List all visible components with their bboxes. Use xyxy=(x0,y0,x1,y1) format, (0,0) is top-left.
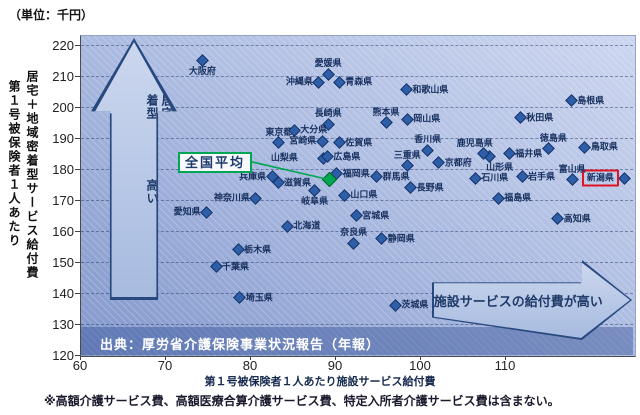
point-label-香川県: 香川県 xyxy=(414,134,442,145)
x-axis-title: 第１号被保険者１人あたり施設サービス給付費 xyxy=(204,376,436,388)
x-tick-label: 70 xyxy=(157,358,173,373)
right-arrow-caption: 施設サービスの給付費が高い xyxy=(433,293,603,309)
y-tick-mark xyxy=(75,137,80,139)
gridline-y-170 xyxy=(81,200,633,201)
x-tick-mark xyxy=(164,356,166,360)
y-tick-mark xyxy=(75,323,80,325)
y-tick-label: 140 xyxy=(52,286,74,301)
point-label-福井県: 福井県 xyxy=(515,148,543,158)
point-label-東京都: 東京都 xyxy=(265,126,293,137)
point-label-長野県: 長野県 xyxy=(416,182,444,193)
point-label-静岡県: 静岡県 xyxy=(387,233,415,244)
y-tick-label: 210 xyxy=(52,69,74,84)
point-label-熊本県: 熊本県 xyxy=(372,106,400,117)
point-label-茨城県: 茨城県 xyxy=(401,299,429,310)
gridline-y-200 xyxy=(81,107,633,108)
x-tick-mark xyxy=(79,356,81,360)
y-tick-mark xyxy=(75,230,80,232)
point-label-愛媛県: 愛媛県 xyxy=(314,58,342,69)
y-tick-mark xyxy=(75,75,80,77)
y-tick-mark xyxy=(75,354,80,356)
y-axis-title-line1: 居宅＋地域密着型サービス給付費 xyxy=(25,70,39,280)
x-tick-mark xyxy=(249,356,251,360)
point-label-北海道: 北海道 xyxy=(293,220,321,231)
point-label-大阪府: 大阪府 xyxy=(188,65,216,76)
point-label-奈良県: 奈良県 xyxy=(340,227,368,238)
point-label-高知県: 高知県 xyxy=(563,213,591,224)
point-label-千葉県: 千葉県 xyxy=(222,261,250,272)
point-label-神奈川県: 神奈川県 xyxy=(213,192,250,203)
y-tick-label: 190 xyxy=(52,131,74,146)
y-tick-label: 130 xyxy=(52,317,74,332)
gridline-y-210 xyxy=(81,76,633,77)
point-label-岡山県: 岡山県 xyxy=(413,113,441,124)
point-label-鹿児島県: 鹿児島県 xyxy=(456,137,493,148)
point-label-徳島県: 徳島県 xyxy=(539,132,567,143)
point-label-岩手県: 岩手県 xyxy=(528,171,556,182)
point-label-大分県: 大分県 xyxy=(300,124,328,135)
y-tick-mark xyxy=(75,292,80,294)
point-label-秋田県: 秋田県 xyxy=(526,112,554,123)
y-tick-label: 200 xyxy=(52,100,74,115)
gridline-y-190 xyxy=(81,138,633,139)
point-label-群馬県: 群馬県 xyxy=(382,171,410,182)
point-label-栃木県: 栃木県 xyxy=(244,244,272,255)
gridline-y-130 xyxy=(81,324,633,325)
point-label-京都府: 京都府 xyxy=(444,157,472,168)
point-label-山梨県: 山梨県 xyxy=(270,152,298,163)
point-label-宮崎県: 宮崎県 xyxy=(289,135,317,146)
point-label-福岡県: 福岡県 xyxy=(342,168,370,179)
point-label-滋賀県: 滋賀県 xyxy=(284,177,312,188)
x-tick-mark xyxy=(419,356,421,360)
point-label-山形県: 山形県 xyxy=(486,161,514,172)
y-tick-mark xyxy=(75,168,80,170)
y-tick-label: 160 xyxy=(52,224,74,239)
point-label-石川県: 石川県 xyxy=(481,172,509,183)
point-label-三重県: 三重県 xyxy=(393,149,421,160)
gridline-y-140 xyxy=(81,293,633,294)
point-label-青森県: 青森県 xyxy=(345,76,373,87)
gridline-y-180 xyxy=(81,169,633,170)
y-tick-label: 170 xyxy=(52,193,74,208)
y-axis-title-line2: 第１号被保険者１人あたり xyxy=(7,80,21,248)
point-label-宮城県: 宮城県 xyxy=(362,210,390,220)
y-tick-label: 120 xyxy=(52,348,74,363)
gridline-y-150 xyxy=(81,262,633,263)
point-label-富山県: 富山県 xyxy=(558,163,586,174)
y-tick-label: 150 xyxy=(52,255,74,270)
point-label-愛知県: 愛知県 xyxy=(173,206,201,217)
y-tick-label: 180 xyxy=(52,162,74,177)
y-tick-mark xyxy=(75,44,80,46)
source-label: 出典：厚労省介護保険事業状況報告（年報） xyxy=(100,337,381,352)
point-label-佐賀県: 佐賀県 xyxy=(345,137,373,148)
point-label-福島県: 福島県 xyxy=(504,192,532,203)
point-label-山口県: 山口県 xyxy=(350,189,378,200)
y-tick-mark xyxy=(75,106,80,108)
footnote: ※高額介護サービス費、高額医療合算介護サービス費、特定入所者介護サービス費は含ま… xyxy=(44,394,560,408)
gridline-y-220 xyxy=(81,45,633,46)
point-label-和歌山県: 和歌山県 xyxy=(412,84,449,95)
national-average-callout: 全国平均 xyxy=(178,152,252,173)
x-tick-label: 90 xyxy=(327,358,343,373)
x-tick-mark xyxy=(504,356,506,360)
y-tick-label: 220 xyxy=(52,38,74,53)
point-label-島根県: 島根県 xyxy=(577,95,605,106)
point-label-広島県: 広島県 xyxy=(333,151,361,162)
point-label-鳥取県: 鳥取県 xyxy=(590,141,618,152)
point-label-埼玉県: 埼玉県 xyxy=(245,292,273,303)
gridline-y-160 xyxy=(81,231,633,232)
point-label-長崎県: 長崎県 xyxy=(314,108,342,119)
y-tick-mark xyxy=(75,199,80,201)
x-tick-label: 60 xyxy=(72,358,88,373)
point-label-沖縄県: 沖縄県 xyxy=(285,76,313,87)
point-label-新潟県: 新潟県 xyxy=(581,169,619,187)
x-tick-label: 100 xyxy=(409,358,431,373)
point-label-岐阜県: 岐阜県 xyxy=(301,195,329,206)
x-tick-label: 110 xyxy=(494,358,516,373)
x-tick-mark xyxy=(334,356,336,360)
x-tick-label: 80 xyxy=(242,358,258,373)
y-tick-mark xyxy=(75,261,80,263)
unit-label: （単位：千円） xyxy=(9,8,94,22)
